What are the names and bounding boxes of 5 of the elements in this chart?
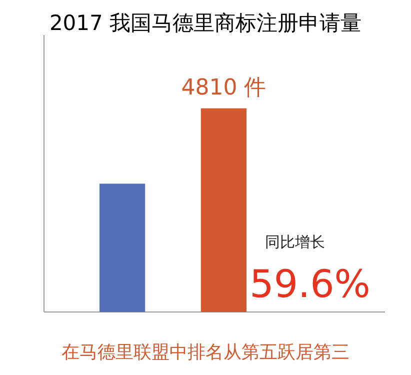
chart-title: 2017 我国马德里商标注册申请量 xyxy=(49,11,362,35)
annotation: 59.6% xyxy=(250,262,370,306)
text: 4810 件 xyxy=(181,75,266,100)
annotation: 同比增长 xyxy=(265,233,325,251)
text: 在马德里联盟中排名从第五跃居第三 xyxy=(62,342,350,363)
